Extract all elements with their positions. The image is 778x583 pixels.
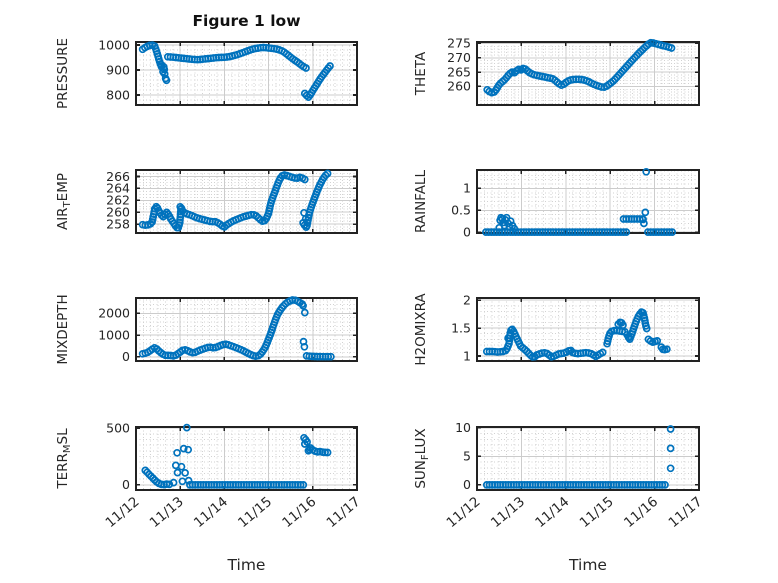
subplot-mixdepth: 0 1000 2000 MIXDEPTH — [55, 294, 358, 365]
y-axis-label: MIXDEPTH — [55, 294, 71, 364]
y-axis-label: PRESSURE — [55, 38, 71, 109]
data-markers — [482, 167, 677, 236]
y-tick-label: 0.5 — [451, 203, 471, 218]
x-axis-label: Time — [568, 556, 607, 574]
y-tick-label: 0 — [463, 224, 471, 239]
subplot-pressure: 800 900 1000 PRESSURE — [55, 37, 358, 109]
y-tick-label: 1.5 — [451, 320, 471, 335]
y-tick-label: 262 — [106, 193, 130, 208]
y-axis-label: AIRTEMP — [55, 173, 73, 230]
y-tick-label: 260 — [447, 79, 471, 94]
data-markers — [482, 308, 671, 361]
plot-frame — [476, 426, 700, 491]
y-axis-label: TERRMSL — [55, 428, 73, 490]
y-tick-label: 260 — [106, 205, 130, 220]
y-axis-label: SUNFLUX — [413, 428, 431, 488]
y-tick-label: 258 — [106, 216, 130, 231]
y-tick-label: 0 — [463, 477, 471, 492]
y-axis-label: THETA — [413, 51, 429, 96]
tick-marks — [135, 170, 358, 233]
y-tick-label: 0 — [122, 477, 130, 492]
y-tick-label: 500 — [106, 420, 130, 435]
y-tick-label: 270 — [447, 50, 471, 65]
data-markers — [138, 296, 335, 361]
plot-frame — [476, 297, 700, 362]
data-markers — [482, 425, 675, 489]
y-tick-label: 275 — [447, 36, 471, 51]
plot-frame — [135, 169, 358, 234]
y-tick-label: 266 — [106, 169, 130, 184]
y-tick-label: 1 — [463, 348, 471, 363]
subplot-h2omixra: 1 1.5 2 H2OMIXRA — [413, 293, 700, 366]
x-axis-label: Time — [227, 556, 266, 574]
y-tick-label: 900 — [106, 62, 130, 77]
y-axis-label: H2OMIXRA — [413, 293, 429, 366]
minor-grid — [477, 170, 699, 233]
data-markers — [138, 169, 332, 232]
minor-grid — [477, 298, 699, 361]
y-tick-label: 1 — [463, 181, 471, 196]
minor-grid — [477, 427, 699, 490]
subplot-rainfall: 0 0.5 1 RAINFALL — [413, 167, 700, 239]
tick-marks — [476, 298, 700, 361]
y-tick-label: 264 — [106, 181, 130, 196]
data-markers — [141, 423, 332, 489]
y-tick-label: 2000 — [98, 306, 130, 321]
tick-marks — [135, 427, 358, 490]
y-tick-label: 5 — [463, 449, 471, 464]
y-tick-label: 800 — [106, 87, 130, 102]
y-axis-label: RAINFALL — [413, 170, 429, 233]
tick-marks — [135, 298, 358, 361]
y-tick-label: 1000 — [98, 327, 130, 342]
tick-marks — [135, 42, 358, 105]
y-tick-label: 2 — [463, 293, 471, 308]
data-markers — [138, 41, 334, 101]
figure-title: Figure 1 low — [192, 12, 300, 30]
y-tick-label: 10 — [455, 420, 471, 435]
y-tick-label: 265 — [447, 64, 471, 79]
plot-frame — [135, 426, 358, 491]
plot-frame — [135, 41, 358, 106]
y-tick-label: 0 — [122, 349, 130, 364]
y-tick-label: 1000 — [98, 37, 130, 52]
data-markers — [483, 38, 676, 97]
tick-marks — [476, 42, 700, 105]
plot-frame — [476, 41, 700, 106]
plot-frame — [135, 297, 358, 362]
minor-grid — [136, 298, 357, 361]
